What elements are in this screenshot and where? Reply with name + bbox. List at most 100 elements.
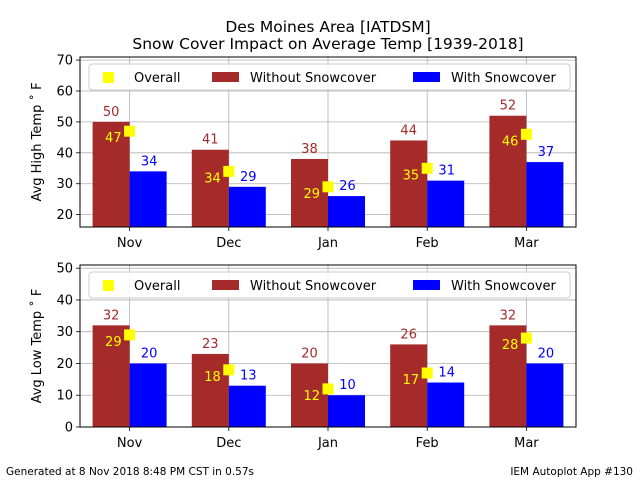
low-temp-panel: 0 10 20 30 40 50 Nov Dec Jan Feb Mar 32 20 23 13 20 10 26… bbox=[29, 262, 577, 451]
bar-with-snowcover bbox=[328, 196, 365, 227]
bar-with-snowcover bbox=[228, 186, 266, 227]
overall-marker bbox=[223, 364, 235, 376]
footer-generated: Generated at 8 Nov 2018 8:48 PM CST in 0… bbox=[6, 466, 254, 478]
x-tick-label: Mar bbox=[514, 436, 539, 451]
bar-without-snowcover bbox=[191, 353, 229, 427]
overall-marker bbox=[520, 128, 532, 140]
data-label-with-snowcover: 29 bbox=[240, 170, 257, 185]
data-label-without-snowcover: 38 bbox=[301, 142, 318, 157]
legend-swatch-without-snowcover bbox=[212, 72, 239, 82]
bar-with-snowcover bbox=[129, 363, 167, 427]
high-temp-panel: 20 30 40 50 60 70 Nov Dec Jan Feb Mar 50 34 41 29 38 26 4… bbox=[29, 54, 577, 251]
data-label-without-snowcover: 20 bbox=[301, 346, 318, 361]
bar-without-snowcover bbox=[489, 325, 527, 427]
data-label-with-snowcover: 10 bbox=[339, 378, 356, 393]
bar-with-snowcover bbox=[427, 382, 465, 427]
bar-without-snowcover bbox=[92, 121, 130, 227]
bar-without-snowcover bbox=[291, 159, 328, 227]
overall-marker bbox=[322, 181, 334, 193]
x-tick-label: Jan bbox=[317, 436, 338, 451]
data-label-overall: 47 bbox=[105, 131, 122, 146]
data-label-without-snowcover: 32 bbox=[500, 308, 517, 323]
y-tick-label: 20 bbox=[56, 357, 73, 372]
x-tick-label: Dec bbox=[216, 236, 241, 251]
x-tick-label: Dec bbox=[216, 436, 241, 451]
y-axis-label: Avg Low Temp ˚ F bbox=[29, 289, 45, 404]
y-tick-label: 30 bbox=[56, 325, 73, 340]
data-label-without-snowcover: 23 bbox=[202, 337, 219, 352]
legend-swatch-overall bbox=[103, 280, 114, 291]
data-label-with-snowcover: 26 bbox=[339, 179, 356, 194]
legend-box bbox=[88, 271, 571, 299]
bar-without-snowcover bbox=[191, 149, 229, 227]
overall-marker bbox=[223, 165, 235, 177]
overall-marker bbox=[124, 329, 136, 341]
bar-without-snowcover bbox=[291, 363, 328, 427]
x-tick-label: Nov bbox=[117, 236, 143, 251]
bar-without-snowcover bbox=[390, 140, 428, 227]
y-tick-label: 60 bbox=[56, 85, 73, 100]
data-label-with-snowcover: 31 bbox=[438, 164, 455, 179]
data-label-overall: 34 bbox=[204, 171, 221, 186]
legend-label-with-snowcover: With Snowcover bbox=[451, 71, 557, 86]
y-tick-label: 0 bbox=[65, 421, 73, 436]
footer-app-id: IEM Autoplot App #130 bbox=[510, 466, 633, 478]
data-label-with-snowcover: 13 bbox=[240, 369, 257, 384]
overall-marker bbox=[421, 367, 433, 379]
data-label-with-snowcover: 37 bbox=[538, 145, 555, 160]
data-label-overall: 17 bbox=[403, 373, 420, 388]
legend-label-without-snowcover: Without Snowcover bbox=[250, 71, 377, 86]
data-label-overall: 28 bbox=[502, 338, 519, 353]
x-tick-label: Mar bbox=[514, 236, 539, 251]
bar-without-snowcover bbox=[92, 325, 130, 427]
bar-without-snowcover bbox=[390, 344, 428, 427]
x-tick-label: Nov bbox=[117, 436, 143, 451]
data-label-with-snowcover: 20 bbox=[538, 346, 555, 361]
chart-title-line-1: Des Moines Area [IATDSM] bbox=[225, 18, 430, 36]
legend: Overall Without Snowcover With Snowcover bbox=[88, 271, 571, 299]
data-label-with-snowcover: 14 bbox=[438, 366, 455, 381]
y-tick-label: 40 bbox=[56, 146, 73, 161]
overall-marker bbox=[124, 125, 136, 137]
data-label-without-snowcover: 32 bbox=[103, 308, 120, 323]
data-label-with-snowcover: 20 bbox=[141, 346, 158, 361]
y-tick-label: 50 bbox=[56, 262, 73, 277]
overall-marker bbox=[421, 162, 433, 174]
bar-with-snowcover bbox=[228, 385, 266, 427]
y-tick-label: 10 bbox=[56, 389, 73, 404]
bar-with-snowcover bbox=[328, 395, 365, 427]
legend-swatch-with-snowcover bbox=[413, 280, 440, 290]
data-label-without-snowcover: 44 bbox=[400, 123, 417, 138]
legend-label-with-snowcover: With Snowcover bbox=[451, 279, 557, 294]
data-label-overall: 46 bbox=[502, 134, 519, 149]
legend-label-overall: Overall bbox=[134, 279, 180, 294]
y-tick-label: 70 bbox=[56, 54, 73, 69]
legend: Overall Without Snowcover With Snowcover bbox=[88, 63, 571, 91]
bar-with-snowcover bbox=[129, 171, 167, 227]
data-label-without-snowcover: 41 bbox=[202, 133, 219, 148]
data-label-overall: 12 bbox=[303, 389, 320, 404]
y-tick-label: 50 bbox=[56, 115, 73, 130]
bar-with-snowcover bbox=[526, 363, 564, 427]
data-label-overall: 29 bbox=[105, 335, 122, 350]
legend-label-overall: Overall bbox=[134, 71, 180, 86]
overall-marker bbox=[322, 383, 334, 395]
y-axis-label: Avg High Temp ˚ F bbox=[29, 82, 45, 201]
axes-frame bbox=[79, 56, 577, 228]
legend-swatch-without-snowcover bbox=[212, 280, 239, 290]
bar-with-snowcover bbox=[526, 162, 564, 227]
data-label-overall: 35 bbox=[403, 168, 420, 183]
x-tick-label: Feb bbox=[416, 236, 439, 251]
data-label-overall: 18 bbox=[204, 370, 221, 385]
data-label-without-snowcover: 26 bbox=[400, 327, 417, 342]
y-tick-label: 20 bbox=[56, 208, 73, 223]
data-label-with-snowcover: 34 bbox=[141, 154, 158, 169]
data-label-without-snowcover: 50 bbox=[103, 105, 120, 120]
legend-box bbox=[88, 63, 571, 91]
x-tick-label: Jan bbox=[317, 236, 338, 251]
overall-marker bbox=[520, 332, 532, 344]
bar-with-snowcover bbox=[427, 180, 465, 227]
y-tick-label: 30 bbox=[56, 177, 73, 192]
legend-swatch-with-snowcover bbox=[413, 72, 440, 82]
